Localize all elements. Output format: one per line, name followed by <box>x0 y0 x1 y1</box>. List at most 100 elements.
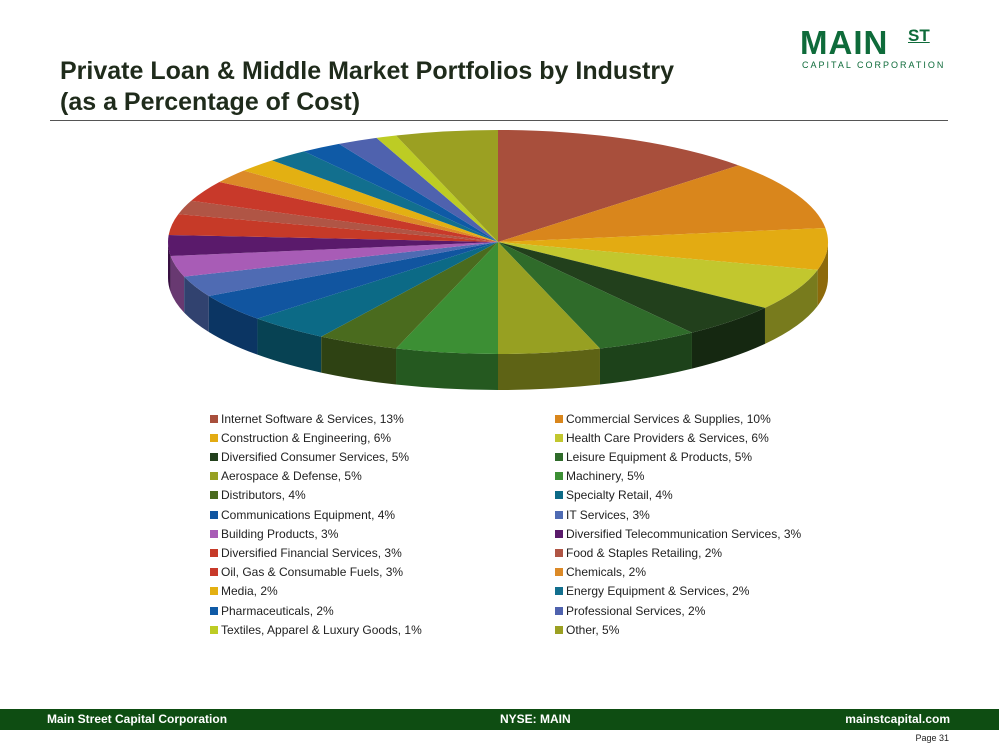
pie-slice-21 <box>339 137 498 242</box>
legend-item-4: Diversified Consumer Services, 5% <box>210 447 409 466</box>
legend-label-10: Communications Equipment, 4% <box>221 507 396 522</box>
legend-label-5: Leisure Equipment & Products, 5% <box>566 449 753 464</box>
legend-swatch-3 <box>555 433 563 442</box>
legend-swatch-14 <box>210 548 218 557</box>
legend-swatch-23 <box>555 625 563 634</box>
legend-label-16: Oil, Gas & Consumable Fuels, 3% <box>221 565 404 580</box>
legend-label-2: Construction & Engineering, 6% <box>221 430 392 445</box>
legend-item-0: Internet Software & Services, 13% <box>210 409 404 428</box>
logo-subtitle: CAPITAL CORPORATION <box>802 60 946 70</box>
legend-swatch-4 <box>210 452 218 461</box>
legend-item-7: Machinery, 5% <box>555 467 644 486</box>
pie-slice-18 <box>243 160 498 242</box>
legend-item-20: Pharmaceuticals, 2% <box>210 601 334 620</box>
pie-slice-3 <box>498 242 818 308</box>
legend-swatch-19 <box>555 587 563 596</box>
legend-label-3: Health Care Providers & Services, 6% <box>566 430 769 445</box>
legend-swatch-16 <box>210 568 218 577</box>
legend-swatch-1 <box>555 414 563 423</box>
legend-swatch-0 <box>210 414 218 423</box>
legend-label-12: Building Products, 3% <box>221 526 339 541</box>
pie-slice-19 <box>272 151 498 242</box>
pie-slice-7 <box>396 242 498 354</box>
legend-item-5: Leisure Equipment & Products, 5% <box>555 447 752 466</box>
legend-swatch-20 <box>210 606 218 615</box>
legend-item-8: Distributors, 4% <box>210 486 306 505</box>
legend-swatch-9 <box>555 491 563 500</box>
legend-item-15: Food & Staples Retailing, 2% <box>555 543 722 562</box>
legend-swatch-13 <box>555 529 563 538</box>
legend-label-4: Diversified Consumer Services, 5% <box>221 449 410 464</box>
company-logo: MAIN ST CAPITAL CORPORATION <box>800 24 943 72</box>
pie-side-12 <box>170 256 185 313</box>
logo-st-text: ST <box>908 26 930 45</box>
pie-side-5 <box>599 332 692 385</box>
legend-item-16: Oil, Gas & Consumable Fuels, 3% <box>210 563 403 582</box>
title-line-2: (as a Percentage of Cost) <box>60 88 361 116</box>
pie-slice-10 <box>208 242 498 319</box>
pie-slice-14 <box>168 214 498 242</box>
footer-company: Main Street Capital Corporation <box>47 712 228 726</box>
legend-item-11: IT Services, 3% <box>555 505 650 524</box>
pie-chart <box>168 130 828 390</box>
legend-item-1: Commercial Services & Supplies, 10% <box>555 409 771 428</box>
pie-side-7 <box>396 348 498 390</box>
legend-label-21: Professional Services, 2% <box>566 603 706 618</box>
pie-slice-0 <box>498 130 739 242</box>
legend-item-2: Construction & Engineering, 6% <box>210 428 391 447</box>
pie-side-11 <box>184 276 209 332</box>
pie-side-4 <box>691 307 765 369</box>
legend-label-22: Textiles, Apparel & Luxury Goods, 1% <box>221 622 422 637</box>
legend-item-12: Building Products, 3% <box>210 524 338 543</box>
title-line-1: Private Loan & Middle Market Portfolios … <box>60 57 674 85</box>
legend-label-8: Distributors, 4% <box>221 488 306 503</box>
pie-side-9 <box>257 318 322 373</box>
legend-item-22: Textiles, Apparel & Luxury Goods, 1% <box>210 620 422 639</box>
legend-item-17: Chemicals, 2% <box>555 563 646 582</box>
legend-swatch-12 <box>210 529 218 538</box>
legend-item-18: Media, 2% <box>210 582 278 601</box>
pie-slice-16 <box>191 181 498 242</box>
legend-label-20: Pharmaceuticals, 2% <box>221 603 334 618</box>
legend-item-10: Communications Equipment, 4% <box>210 505 395 524</box>
footer-ticker: NYSE: MAIN <box>500 712 571 726</box>
legend-label-9: Specialty Retail, 4% <box>566 488 673 503</box>
legend-item-14: Diversified Financial Services, 3% <box>210 543 402 562</box>
legend-swatch-7 <box>555 472 563 481</box>
legend-item-13: Diversified Telecommunication Services, … <box>555 524 801 543</box>
pie-side-3 <box>764 269 818 344</box>
legend-swatch-15 <box>555 548 563 557</box>
legend-item-21: Professional Services, 2% <box>555 601 705 620</box>
legend-swatch-10 <box>210 510 218 519</box>
legend-swatch-18 <box>210 587 218 596</box>
pie-slice-11 <box>184 242 498 296</box>
legend-label-17: Chemicals, 2% <box>566 565 647 580</box>
legend-label-11: IT Services, 3% <box>566 507 650 522</box>
legend-item-9: Specialty Retail, 4% <box>555 486 673 505</box>
legend-label-6: Aerospace & Defense, 5% <box>221 469 362 484</box>
pie-slice-22 <box>376 135 498 242</box>
legend-swatch-11 <box>555 510 563 519</box>
pie-side-13 <box>168 242 171 293</box>
legend-label-13: Diversified Telecommunication Services, … <box>566 526 802 541</box>
legend-swatch-6 <box>210 472 218 481</box>
legend-item-6: Aerospace & Defense, 5% <box>210 467 362 486</box>
legend-item-19: Energy Equipment & Services, 2% <box>555 582 749 601</box>
pie-slice-9 <box>257 242 498 337</box>
pie-slice-2 <box>498 227 828 270</box>
legend-label-7: Machinery, 5% <box>566 469 645 484</box>
pie-slice-8 <box>321 242 498 349</box>
pie-side-2 <box>817 242 828 306</box>
footer-website[interactable]: mainstcapital.com <box>845 712 950 726</box>
pie-slice-5 <box>498 242 692 349</box>
legend-label-15: Food & Staples Retailing, 2% <box>566 545 723 560</box>
legend-label-23: Other, 5% <box>566 622 620 637</box>
pie-slice-12 <box>170 242 498 277</box>
pie-slice-4 <box>498 242 765 333</box>
legend-swatch-2 <box>210 433 218 442</box>
legend-label-1: Commercial Services & Supplies, 10% <box>566 411 771 426</box>
pie-slice-13 <box>168 234 499 257</box>
legend-swatch-22 <box>210 625 218 634</box>
logo-main-text: MAIN <box>800 24 889 61</box>
pie-slice-20 <box>304 143 498 242</box>
